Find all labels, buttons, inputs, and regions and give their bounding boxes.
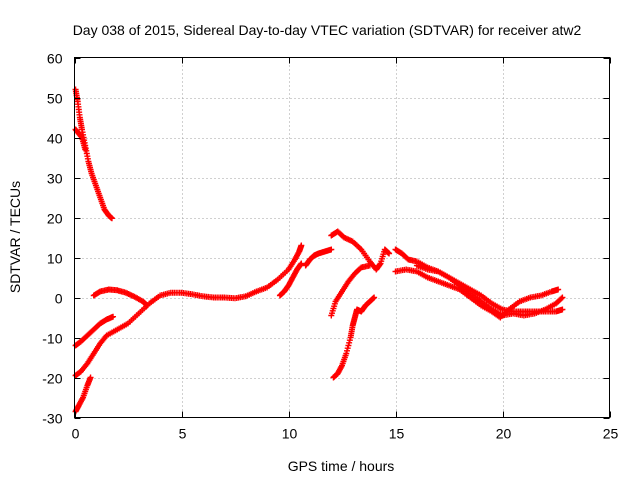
- x-tick-label: 5: [179, 426, 187, 442]
- data-point-marker: [371, 294, 378, 301]
- x-tick-label: 25: [603, 426, 619, 442]
- y-tick-label: 0: [55, 291, 63, 307]
- data-point-marker: [328, 246, 335, 253]
- y-tick-label: -30: [42, 411, 62, 427]
- data-point-marker: [298, 242, 305, 249]
- series-arc-7: [276, 260, 305, 299]
- y-tick-label: 10: [47, 251, 63, 267]
- y-tick-label: 50: [47, 91, 63, 107]
- series-arc-6: [90, 286, 151, 309]
- data-point-marker: [110, 313, 117, 320]
- ticks-layer: 0 5 10 15 20 25 -30 -20 -10 0 10 20 30 40 50 60: [42, 51, 618, 442]
- data-point-marker: [144, 302, 151, 309]
- y-axis-label: SDTVAR / TECUs: [7, 181, 23, 293]
- data-point-marker: [555, 286, 562, 293]
- x-axis-label: GPS time / hours: [288, 458, 395, 474]
- x-tick-label: 10: [282, 426, 298, 442]
- series-arc-3: [72, 374, 94, 415]
- y-tick-label: 60: [47, 51, 63, 67]
- y-tick-label: -20: [42, 371, 62, 387]
- data-point-marker: [376, 261, 383, 268]
- series-arc-4: [72, 242, 305, 379]
- y-tick-label: 40: [47, 131, 63, 147]
- data-point-marker: [366, 262, 373, 269]
- chart-title: Day 038 of 2015, Sidereal Day-to-day VTE…: [73, 22, 582, 38]
- data-point-marker: [558, 295, 565, 302]
- x-tick-label: 20: [496, 426, 512, 442]
- plot-frame: [74, 57, 610, 418]
- y-tick-label: 20: [47, 211, 63, 227]
- series-arc-5: [72, 313, 117, 349]
- data-point-marker: [559, 306, 566, 313]
- data-point-marker: [386, 250, 393, 257]
- x-tick-label: 15: [389, 426, 405, 442]
- series-arc-14: [413, 262, 566, 319]
- y-tick-label: 30: [47, 171, 63, 187]
- series-arc-10: [330, 294, 378, 381]
- series-arc-9: [328, 228, 393, 273]
- data-point-marker: [108, 215, 115, 222]
- series-arc-1: [72, 86, 115, 222]
- x-tick-label: 0: [72, 426, 80, 442]
- y-tick-label: -10: [42, 331, 62, 347]
- data-point-marker: [82, 146, 89, 153]
- marks-layer: [72, 86, 566, 415]
- data-point-marker: [298, 260, 305, 267]
- data-point-marker: [559, 294, 566, 301]
- grid-layer: [74, 57, 610, 418]
- data-point-marker: [87, 374, 94, 381]
- series-arc-8: [302, 246, 335, 269]
- series-arc-11: [328, 262, 373, 319]
- data-point-marker: [297, 261, 304, 268]
